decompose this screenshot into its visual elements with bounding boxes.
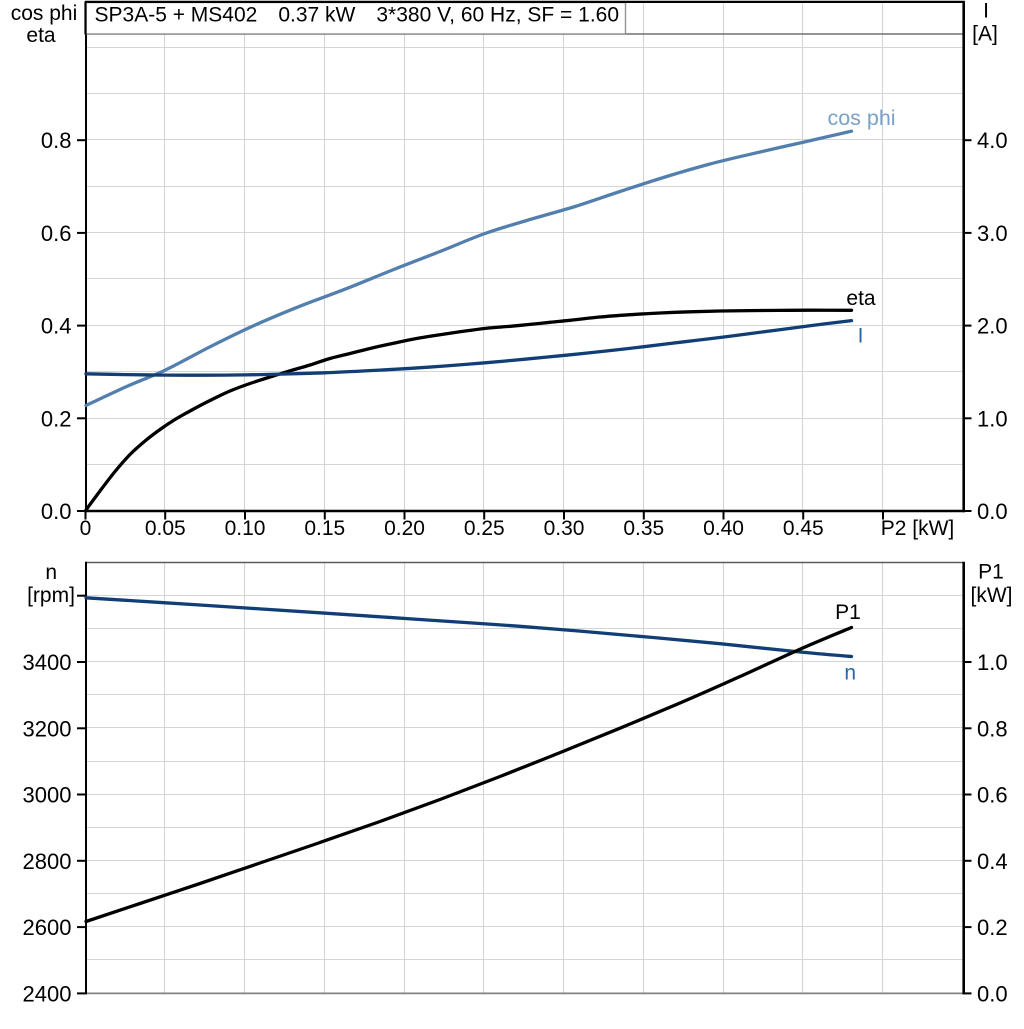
svg-text:[rpm]: [rpm]: [27, 584, 75, 607]
svg-text:SP3A-5 + MS402 0.37 kW 3*380 V: SP3A-5 + MS402 0.37 kW 3*380 V, 60 Hz, S…: [95, 4, 620, 27]
svg-text:0.2: 0.2: [41, 406, 72, 431]
svg-text:I: I: [983, 0, 989, 23]
svg-text:0.35: 0.35: [623, 517, 664, 540]
svg-text:0.8: 0.8: [977, 716, 1008, 741]
svg-text:0.2: 0.2: [977, 915, 1008, 940]
svg-text:2800: 2800: [23, 849, 72, 874]
svg-text:cos phi: cos phi: [827, 106, 895, 130]
svg-text:2400: 2400: [23, 981, 72, 1006]
svg-text:0.10: 0.10: [225, 517, 266, 540]
svg-text:1.0: 1.0: [977, 406, 1008, 431]
svg-text:4.0: 4.0: [977, 128, 1008, 153]
svg-text:I: I: [858, 325, 864, 348]
svg-text:eta: eta: [846, 287, 876, 310]
svg-text:0.45: 0.45: [783, 517, 824, 540]
svg-text:0.25: 0.25: [464, 517, 505, 540]
svg-text:0.30: 0.30: [544, 517, 585, 540]
svg-text:eta: eta: [26, 24, 56, 47]
svg-text:3200: 3200: [23, 716, 72, 741]
svg-text:3000: 3000: [23, 783, 72, 808]
svg-text:0.4: 0.4: [41, 314, 72, 339]
svg-text:n: n: [844, 661, 856, 684]
svg-text:n: n: [45, 561, 57, 584]
svg-text:0.8: 0.8: [41, 128, 72, 153]
svg-text:cos phi: cos phi: [11, 2, 78, 25]
svg-text:0: 0: [80, 517, 92, 540]
svg-text:0.20: 0.20: [384, 517, 425, 540]
svg-text:P1: P1: [835, 601, 861, 624]
svg-text:0.6: 0.6: [977, 783, 1008, 808]
svg-text:1.0: 1.0: [977, 650, 1008, 675]
svg-text:[kW]: [kW]: [971, 584, 1013, 607]
svg-text:3400: 3400: [23, 650, 72, 675]
svg-text:0.0: 0.0: [977, 499, 1008, 524]
svg-text:P1: P1: [978, 561, 1004, 584]
svg-text:2600: 2600: [23, 915, 72, 940]
svg-text:[A]: [A]: [972, 23, 998, 46]
svg-text:0.4: 0.4: [977, 849, 1008, 874]
svg-text:0.15: 0.15: [304, 517, 345, 540]
svg-text:0.6: 0.6: [41, 221, 72, 246]
svg-text:0.05: 0.05: [145, 517, 186, 540]
svg-text:P2 [kW]: P2 [kW]: [881, 517, 955, 540]
svg-text:2.0: 2.0: [977, 314, 1008, 339]
svg-text:3.0: 3.0: [977, 221, 1008, 246]
svg-text:0.40: 0.40: [703, 517, 744, 540]
svg-text:0.0: 0.0: [41, 499, 72, 524]
svg-text:0.0: 0.0: [977, 981, 1008, 1006]
